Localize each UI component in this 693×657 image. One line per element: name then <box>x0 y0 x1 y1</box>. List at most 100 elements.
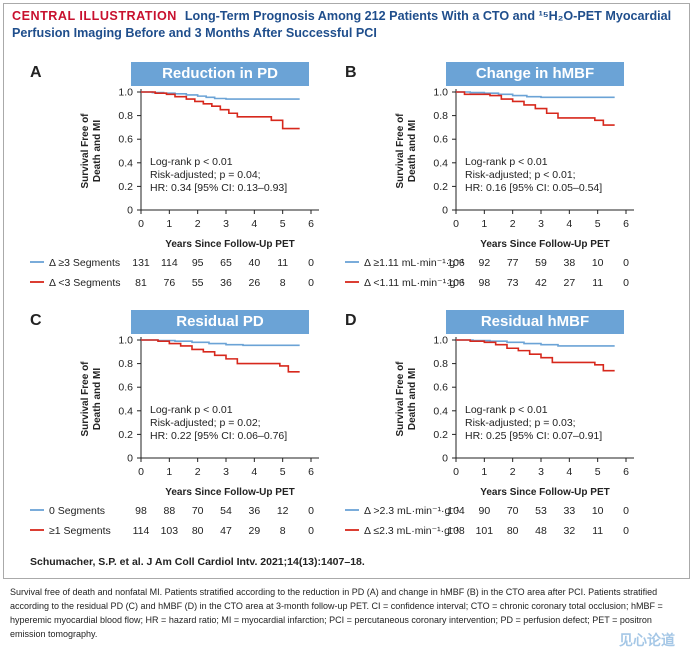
legend-label: Δ ≥3 Segments <box>49 257 120 269</box>
km-curve-red <box>141 91 300 130</box>
at-risk-count: 48 <box>535 525 547 537</box>
y-tick-label: 0.6 <box>118 382 133 394</box>
panel-letter: D <box>345 312 357 329</box>
x-tick-label: 6 <box>623 218 629 230</box>
at-risk-count: 55 <box>192 277 204 289</box>
x-tick-label: 2 <box>510 466 516 478</box>
x-axis-label: Years Since Follow-Up PET <box>165 239 294 250</box>
at-risk-count: 108 <box>447 525 465 537</box>
at-risk-count: 106 <box>447 257 465 269</box>
y-tick-label: 0.8 <box>118 358 133 370</box>
legend-label: Δ >2.3 mL·min⁻¹·g⁻¹ <box>364 505 460 517</box>
x-tick-label: 5 <box>280 218 286 230</box>
at-risk-count: 33 <box>563 505 575 517</box>
at-risk-count: 11 <box>277 257 288 269</box>
y-tick-label: 0.2 <box>433 181 448 193</box>
at-risk-count: 38 <box>563 257 575 269</box>
panel-title: Reduction in PD <box>131 62 309 86</box>
x-tick-label: 4 <box>251 218 257 230</box>
y-tick-label: 1.0 <box>433 87 448 99</box>
y-tick-label: 0.2 <box>433 429 448 441</box>
y-tick-label: 1.0 <box>433 335 448 347</box>
x-tick-label: 3 <box>223 218 229 230</box>
y-tick-label: 0.8 <box>433 110 448 122</box>
at-risk-count: 0 <box>308 257 314 269</box>
x-tick-label: 5 <box>595 218 601 230</box>
at-risk-count: 76 <box>163 277 175 289</box>
panel-c: C Residual PD 0 0.2 0.4 0.6 0.8 1.0 0 1 2 3 4 5 6 Sur… <box>30 310 360 560</box>
stat-annotation: Risk-adjusted; p = 0.03; <box>465 417 576 429</box>
stat-annotation: Risk-adjusted; p = 0.02; <box>150 417 261 429</box>
x-tick-label: 2 <box>195 466 201 478</box>
illustration-frame <box>3 3 690 579</box>
km-curve-red <box>456 91 615 126</box>
x-tick-label: 0 <box>138 218 144 230</box>
panel-title: Residual PD <box>131 310 309 334</box>
stat-annotation: Log-rank p < 0.01 <box>150 156 233 168</box>
y-tick-label: 0.8 <box>118 110 133 122</box>
y-tick-label: 0.4 <box>433 157 448 169</box>
at-risk-count: 106 <box>447 277 465 289</box>
x-axis-label: Years Since Follow-Up PET <box>165 487 294 498</box>
at-risk-count: 131 <box>132 257 150 269</box>
stat-annotation: HR: 0.25 [95% CI: 0.07–0.91] <box>465 430 602 442</box>
stat-annotation: Log-rank p < 0.01 <box>150 404 233 416</box>
legend-label: Δ <3 Segments <box>49 277 121 289</box>
y-tick-label: 1.0 <box>118 335 133 347</box>
stat-annotation: HR: 0.22 [95% CI: 0.06–0.76] <box>150 430 287 442</box>
at-risk-count: 98 <box>478 277 490 289</box>
header: CENTRAL ILLUSTRATION Long-Term Prognosis … <box>12 8 682 42</box>
km-chart-d: 0 0.2 0.4 0.6 0.8 1.0 0 1 2 3 4 5 6 Survival Free ofD… <box>345 335 634 537</box>
km-curve-blue <box>456 91 615 99</box>
y-tick-label: 0.4 <box>118 157 133 169</box>
at-risk-count: 80 <box>192 525 204 537</box>
header-title: Long-Term Prognosis Among 212 Patients W… <box>12 9 672 40</box>
y-tick-label: 0.4 <box>118 405 133 417</box>
km-curve-red <box>456 339 615 372</box>
at-risk-count: 8 <box>280 277 286 289</box>
y-tick-label: 0.2 <box>118 429 133 441</box>
panel-b: B Change in hMBF 0 0.2 0.4 0.6 0.8 1.0 0 1 2 3 4 5 6… <box>345 62 675 312</box>
x-tick-label: 4 <box>566 466 572 478</box>
y-axis-label: Survival Free ofDeath and MI <box>395 113 418 189</box>
at-risk-count: 70 <box>192 505 204 517</box>
at-risk-count: 114 <box>133 525 150 537</box>
x-tick-label: 4 <box>566 218 572 230</box>
panel-letter: C <box>30 312 42 329</box>
stat-annotation: HR: 0.34 [95% CI: 0.13–0.93] <box>150 182 287 194</box>
legend-label: ≥1 Segments <box>49 525 111 537</box>
y-tick-label: 0 <box>127 205 133 217</box>
at-risk-count: 59 <box>535 257 547 269</box>
at-risk-count: 53 <box>535 505 547 517</box>
at-risk-count: 103 <box>161 525 179 537</box>
x-tick-label: 6 <box>308 466 314 478</box>
km-curve-red <box>141 339 300 373</box>
at-risk-count: 29 <box>248 525 260 537</box>
at-risk-count: 0 <box>623 505 629 517</box>
at-risk-count: 70 <box>507 505 519 517</box>
x-tick-label: 6 <box>623 466 629 478</box>
panel-title: Residual hMBF <box>446 310 624 334</box>
at-risk-count: 10 <box>592 505 604 517</box>
panel-title: Change in hMBF <box>446 62 624 86</box>
x-tick-label: 0 <box>138 466 144 478</box>
panel-a: A Reduction in PD 0 0.2 0.4 0.6 0.8 1.0 0 1 2 3 4 5… <box>30 62 360 312</box>
legend-label: 0 Segments <box>49 505 105 517</box>
at-risk-count: 8 <box>280 525 286 537</box>
panel-letter: B <box>345 64 357 81</box>
at-risk-count: 0 <box>308 505 314 517</box>
at-risk-count: 73 <box>507 277 519 289</box>
at-risk-count: 81 <box>135 277 147 289</box>
at-risk-count: 92 <box>478 257 490 269</box>
x-tick-label: 1 <box>166 466 172 478</box>
y-tick-label: 1.0 <box>118 87 133 99</box>
x-tick-label: 4 <box>251 466 257 478</box>
x-axis-label: Years Since Follow-Up PET <box>480 239 609 250</box>
caption: Survival free of death and nonfatal MI. … <box>10 587 663 639</box>
at-risk-count: 95 <box>192 257 204 269</box>
panel-letter: A <box>30 64 42 81</box>
x-tick-label: 3 <box>538 218 544 230</box>
x-tick-label: 5 <box>280 466 286 478</box>
at-risk-count: 0 <box>623 257 629 269</box>
